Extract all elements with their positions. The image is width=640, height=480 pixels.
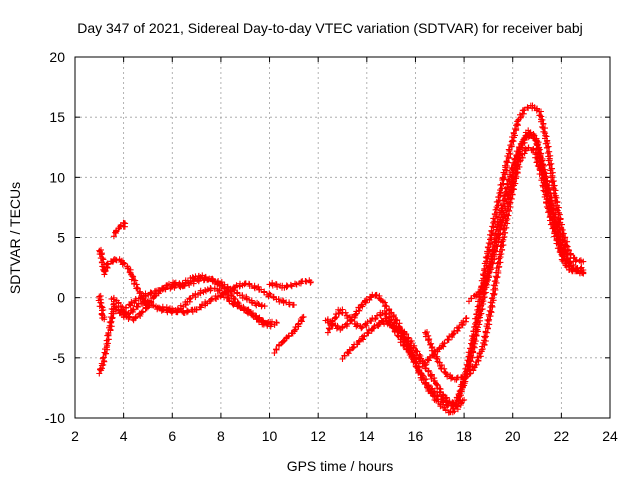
series-s10 — [271, 313, 307, 356]
x-tick-label: 2 — [71, 428, 79, 444]
x-axis-label: GPS time / hours — [287, 458, 394, 474]
data-marks — [95, 102, 587, 416]
x-tick-label: 14 — [359, 428, 375, 444]
series-markers — [157, 280, 297, 316]
x-tick-label: 18 — [456, 428, 472, 444]
y-tick-label: 20 — [49, 49, 65, 65]
series-s8 — [157, 280, 297, 316]
series-s13 — [339, 102, 587, 416]
series-markers — [376, 315, 424, 365]
series-s2 — [96, 300, 118, 377]
y-tick-label: 0 — [57, 290, 65, 306]
series-s3 — [110, 219, 129, 240]
y-tick-label: -5 — [53, 350, 66, 366]
x-tick-label: 4 — [120, 428, 128, 444]
x-tick-label: 6 — [168, 428, 176, 444]
x-tick-label: 8 — [217, 428, 225, 444]
y-axis-label: SDTVAR / TECUs — [7, 182, 23, 294]
series-markers — [466, 127, 587, 305]
series-markers — [271, 313, 307, 356]
y-tick-label: 10 — [49, 169, 65, 185]
x-tick-label: 24 — [602, 428, 618, 444]
series-markers — [96, 300, 118, 377]
y-tick-label: 5 — [57, 230, 65, 246]
x-tick-label: 10 — [262, 428, 278, 444]
series-s9 — [266, 277, 314, 291]
series-markers — [339, 102, 587, 416]
chart-title: Day 347 of 2021, Sidereal Day-to-day VTE… — [77, 20, 583, 36]
series-s15 — [419, 315, 470, 370]
series-markers — [95, 292, 108, 323]
y-tick-label: -10 — [45, 410, 65, 426]
series-s16 — [466, 127, 587, 305]
series-markers — [266, 277, 314, 291]
grid — [75, 57, 610, 418]
x-tick-label: 12 — [310, 428, 326, 444]
series-markers — [419, 315, 470, 370]
x-tick-label: 22 — [554, 428, 570, 444]
y-tick-label: 15 — [49, 109, 65, 125]
series-s4 — [95, 292, 108, 323]
series-s17 — [376, 315, 424, 365]
x-tick-label: 20 — [505, 428, 521, 444]
x-tick-label: 16 — [408, 428, 424, 444]
series-markers — [110, 219, 129, 240]
